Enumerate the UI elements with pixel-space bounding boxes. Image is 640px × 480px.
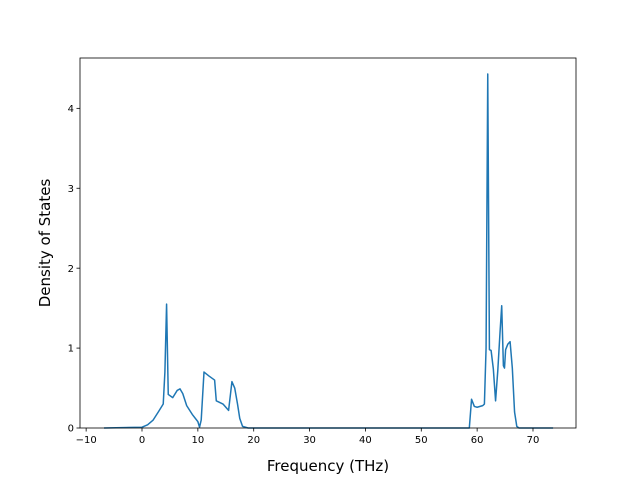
- x-tick-label: 70: [527, 435, 540, 446]
- x-tick-label: 60: [471, 435, 484, 446]
- plot-frame: [79, 57, 577, 429]
- y-axis-title: Density of States: [36, 179, 54, 308]
- x-tick-label: 30: [303, 435, 316, 446]
- y-axis: 0 1 2 3 4: [68, 104, 80, 435]
- x-tick-label: 0: [139, 435, 145, 446]
- x-tick-label: 20: [247, 435, 260, 446]
- x-axis-title: Frequency (THz): [267, 457, 389, 475]
- y-tick-label: 0: [68, 424, 74, 435]
- x-tick-label: −10: [76, 435, 97, 446]
- series-layer: [104, 73, 554, 429]
- x-tick-label: 10: [191, 435, 204, 446]
- y-tick-label: 1: [68, 344, 74, 355]
- x-tick-label: 40: [359, 435, 372, 446]
- x-tick-label: 50: [415, 435, 428, 446]
- y-tick-label: 3: [68, 184, 74, 195]
- y-tick-label: 2: [68, 264, 74, 275]
- x-axis: −10 0 10 20 30 40 50 60 70: [76, 428, 540, 446]
- plot-area: [80, 58, 576, 428]
- series-line-0: [104, 73, 554, 429]
- y-tick-label: 4: [68, 104, 74, 115]
